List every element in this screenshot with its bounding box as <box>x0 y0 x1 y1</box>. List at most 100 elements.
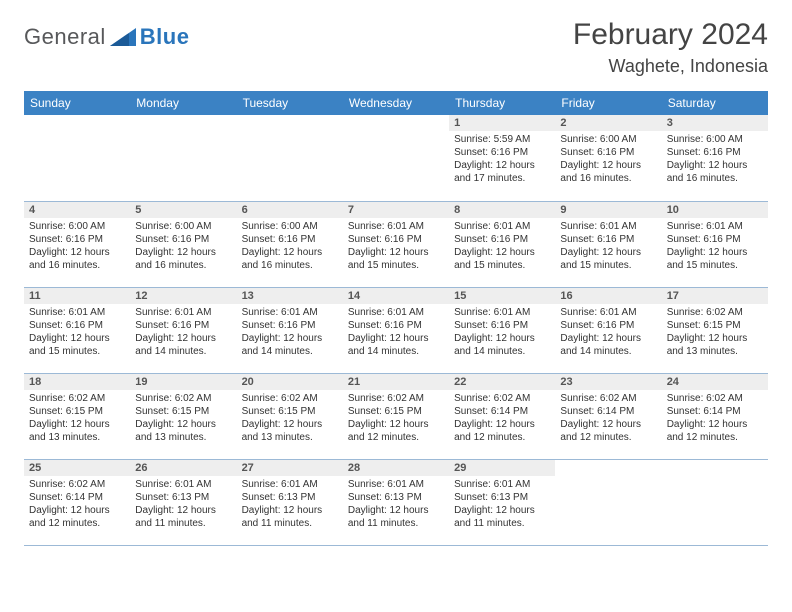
calendar-cell: 12Sunrise: 6:01 AMSunset: 6:16 PMDayligh… <box>130 287 236 373</box>
day-data: Sunrise: 6:01 AMSunset: 6:16 PMDaylight:… <box>449 218 555 274</box>
sunset-text: Sunset: 6:16 PM <box>667 146 763 159</box>
sunset-text: Sunset: 6:14 PM <box>454 405 550 418</box>
sunrise-text: Sunrise: 6:02 AM <box>667 392 763 405</box>
day-data: Sunrise: 6:01 AMSunset: 6:16 PMDaylight:… <box>555 304 661 360</box>
sunrise-text: Sunrise: 6:02 AM <box>29 478 125 491</box>
daylight-text: Daylight: 12 hours and 16 minutes. <box>667 159 763 185</box>
sunset-text: Sunset: 6:15 PM <box>667 319 763 332</box>
daylight-text: Daylight: 12 hours and 15 minutes. <box>667 246 763 272</box>
day-number: 20 <box>237 374 343 390</box>
day-number: 2 <box>555 115 661 131</box>
sunset-text: Sunset: 6:16 PM <box>29 233 125 246</box>
day-data: Sunrise: 6:02 AMSunset: 6:15 PMDaylight:… <box>24 390 130 446</box>
daylight-text: Daylight: 12 hours and 12 minutes. <box>667 418 763 444</box>
sunset-text: Sunset: 6:16 PM <box>135 319 231 332</box>
calendar-cell: 25Sunrise: 6:02 AMSunset: 6:14 PMDayligh… <box>24 459 130 545</box>
daylight-text: Daylight: 12 hours and 16 minutes. <box>29 246 125 272</box>
month-title: February 2024 <box>573 18 768 52</box>
daylight-text: Daylight: 12 hours and 14 minutes. <box>135 332 231 358</box>
calendar-cell: 13Sunrise: 6:01 AMSunset: 6:16 PMDayligh… <box>237 287 343 373</box>
day-data: Sunrise: 6:01 AMSunset: 6:13 PMDaylight:… <box>237 476 343 532</box>
calendar-cell: 17Sunrise: 6:02 AMSunset: 6:15 PMDayligh… <box>662 287 768 373</box>
sunrise-text: Sunrise: 6:02 AM <box>242 392 338 405</box>
day-number: 8 <box>449 202 555 218</box>
sunrise-text: Sunrise: 6:00 AM <box>135 220 231 233</box>
sunrise-text: Sunrise: 6:02 AM <box>29 392 125 405</box>
day-number: 16 <box>555 288 661 304</box>
sunrise-text: Sunrise: 6:02 AM <box>667 306 763 319</box>
day-data: Sunrise: 6:01 AMSunset: 6:16 PMDaylight:… <box>237 304 343 360</box>
sunrise-text: Sunrise: 6:01 AM <box>454 220 550 233</box>
day-number: 23 <box>555 374 661 390</box>
day-data: Sunrise: 6:02 AMSunset: 6:15 PMDaylight:… <box>662 304 768 360</box>
calendar-cell: 15Sunrise: 6:01 AMSunset: 6:16 PMDayligh… <box>449 287 555 373</box>
daylight-text: Daylight: 12 hours and 12 minutes. <box>560 418 656 444</box>
calendar-cell <box>555 459 661 545</box>
daylight-text: Daylight: 12 hours and 12 minutes. <box>29 504 125 530</box>
daylight-text: Daylight: 12 hours and 11 minutes. <box>454 504 550 530</box>
daylight-text: Daylight: 12 hours and 15 minutes. <box>29 332 125 358</box>
day-number: 21 <box>343 374 449 390</box>
daylight-text: Daylight: 12 hours and 15 minutes. <box>348 246 444 272</box>
daylight-text: Daylight: 12 hours and 12 minutes. <box>454 418 550 444</box>
sunrise-text: Sunrise: 6:01 AM <box>667 220 763 233</box>
day-data: Sunrise: 6:00 AMSunset: 6:16 PMDaylight:… <box>130 218 236 274</box>
day-data: Sunrise: 6:02 AMSunset: 6:15 PMDaylight:… <box>237 390 343 446</box>
day-number: 29 <box>449 460 555 476</box>
day-number: 15 <box>449 288 555 304</box>
day-data: Sunrise: 6:01 AMSunset: 6:13 PMDaylight:… <box>343 476 449 532</box>
calendar-cell: 4Sunrise: 6:00 AMSunset: 6:16 PMDaylight… <box>24 201 130 287</box>
sunset-text: Sunset: 6:16 PM <box>135 233 231 246</box>
sunset-text: Sunset: 6:16 PM <box>560 233 656 246</box>
location-text: Waghete, Indonesia <box>573 56 768 77</box>
day-number: 12 <box>130 288 236 304</box>
calendar-cell: 22Sunrise: 6:02 AMSunset: 6:14 PMDayligh… <box>449 373 555 459</box>
sunset-text: Sunset: 6:16 PM <box>454 319 550 332</box>
calendar-cell: 27Sunrise: 6:01 AMSunset: 6:13 PMDayligh… <box>237 459 343 545</box>
sunrise-text: Sunrise: 6:02 AM <box>560 392 656 405</box>
sunset-text: Sunset: 6:16 PM <box>560 146 656 159</box>
sunrise-text: Sunrise: 6:02 AM <box>348 392 444 405</box>
day-number: 4 <box>24 202 130 218</box>
day-number: 10 <box>662 202 768 218</box>
weekday-header: Thursday <box>449 91 555 115</box>
sunrise-text: Sunrise: 6:01 AM <box>242 306 338 319</box>
day-data: Sunrise: 6:00 AMSunset: 6:16 PMDaylight:… <box>662 131 768 187</box>
day-data: Sunrise: 6:01 AMSunset: 6:16 PMDaylight:… <box>449 304 555 360</box>
sunset-text: Sunset: 6:16 PM <box>348 319 444 332</box>
day-number: 24 <box>662 374 768 390</box>
calendar-week-row: 11Sunrise: 6:01 AMSunset: 6:16 PMDayligh… <box>24 287 768 373</box>
day-number: 6 <box>237 202 343 218</box>
calendar-week-row: 4Sunrise: 6:00 AMSunset: 6:16 PMDaylight… <box>24 201 768 287</box>
sunrise-text: Sunrise: 6:01 AM <box>560 306 656 319</box>
day-data: Sunrise: 6:01 AMSunset: 6:13 PMDaylight:… <box>130 476 236 532</box>
day-data: Sunrise: 6:01 AMSunset: 6:16 PMDaylight:… <box>343 218 449 274</box>
sunset-text: Sunset: 6:14 PM <box>667 405 763 418</box>
title-block: February 2024 Waghete, Indonesia <box>573 18 768 77</box>
daylight-text: Daylight: 12 hours and 14 minutes. <box>242 332 338 358</box>
day-number: 27 <box>237 460 343 476</box>
calendar-cell: 14Sunrise: 6:01 AMSunset: 6:16 PMDayligh… <box>343 287 449 373</box>
sunset-text: Sunset: 6:16 PM <box>667 233 763 246</box>
sunset-text: Sunset: 6:16 PM <box>454 146 550 159</box>
daylight-text: Daylight: 12 hours and 11 minutes. <box>348 504 444 530</box>
day-number: 19 <box>130 374 236 390</box>
sunset-text: Sunset: 6:16 PM <box>29 319 125 332</box>
sunrise-text: Sunrise: 6:01 AM <box>348 306 444 319</box>
day-data: Sunrise: 6:01 AMSunset: 6:16 PMDaylight:… <box>555 218 661 274</box>
sunset-text: Sunset: 6:16 PM <box>242 319 338 332</box>
calendar-cell: 18Sunrise: 6:02 AMSunset: 6:15 PMDayligh… <box>24 373 130 459</box>
day-number: 5 <box>130 202 236 218</box>
day-number: 22 <box>449 374 555 390</box>
calendar-cell: 10 Sunrise: 6:01 AMSunset: 6:16 PMDayligh… <box>662 201 768 287</box>
calendar-cell: 28Sunrise: 6:01 AMSunset: 6:13 PMDayligh… <box>343 459 449 545</box>
calendar-cell: 20Sunrise: 6:02 AMSunset: 6:15 PMDayligh… <box>237 373 343 459</box>
sunrise-text: Sunrise: 6:00 AM <box>242 220 338 233</box>
day-number: 18 <box>24 374 130 390</box>
day-number: 13 <box>237 288 343 304</box>
calendar-cell: 11Sunrise: 6:01 AMSunset: 6:16 PMDayligh… <box>24 287 130 373</box>
sunset-text: Sunset: 6:16 PM <box>454 233 550 246</box>
calendar-cell: 21Sunrise: 6:02 AMSunset: 6:15 PMDayligh… <box>343 373 449 459</box>
sunrise-text: Sunrise: 6:01 AM <box>454 478 550 491</box>
day-number: 14 <box>343 288 449 304</box>
